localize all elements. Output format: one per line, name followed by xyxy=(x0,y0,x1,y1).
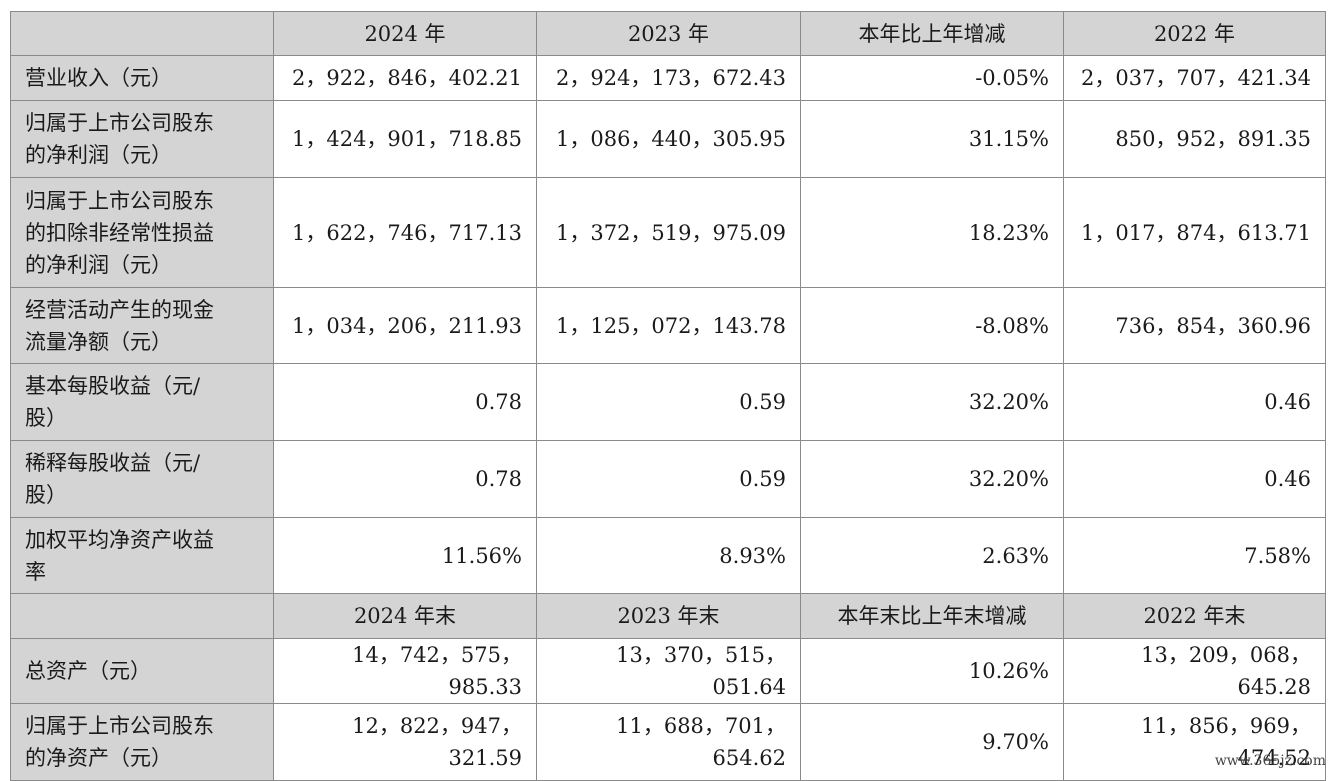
value-cell: -0.05% xyxy=(800,55,1064,101)
row-label: 经营活动产生的现金 流量净额（元） xyxy=(10,287,274,364)
value-cell: 32.20% xyxy=(800,363,1064,441)
value-cell: -8.08% xyxy=(800,287,1064,364)
header-row-annual: 2024 年 2023 年 本年比上年增减 2022 年 xyxy=(10,11,1326,56)
table-row: 归属于上市公司股东 的净资产（元） 12，822，947，321.59 11，6… xyxy=(10,703,1326,781)
value-cell: 14，742，575，985.33 xyxy=(273,638,537,704)
value-cell: 0.59 xyxy=(536,440,801,518)
row-label: 基本每股收益（元/ 股） xyxy=(10,363,274,441)
value-cell: 1，125，072，143.78 xyxy=(536,287,801,364)
value-cell: 1，086，440，305.95 xyxy=(536,100,801,178)
value-cell: 7.58% xyxy=(1063,517,1326,594)
value-cell: 1，034，206，211.93 xyxy=(273,287,537,364)
value-cell: 8.93% xyxy=(536,517,801,594)
value-cell: 850，952，891.35 xyxy=(1063,100,1326,178)
value-cell: 1，372，519，975.09 xyxy=(536,177,801,288)
value-cell: 0.78 xyxy=(273,363,537,441)
table-row: 稀释每股收益（元/ 股） 0.78 0.59 32.20% 0.46 xyxy=(10,440,1326,518)
row-label: 总资产（元） xyxy=(10,638,274,704)
value-cell: 2，922，846，402.21 xyxy=(273,55,537,101)
value-cell: 2，924，173，672.43 xyxy=(536,55,801,101)
value-cell: 1，424，901，718.85 xyxy=(273,100,537,178)
table-row: 归属于上市公司股东 的净利润（元） 1，424，901，718.85 1，086… xyxy=(10,100,1326,178)
value-cell: 1，017，874，613.71 xyxy=(1063,177,1326,288)
header-cell-2022-end: 2022 年末 xyxy=(1063,593,1326,639)
header-cell-2023: 2023 年 xyxy=(536,11,801,56)
table-row: 经营活动产生的现金 流量净额（元） 1，034，206，211.93 1，125… xyxy=(10,287,1326,364)
row-label: 加权平均净资产收益 率 xyxy=(10,517,274,594)
value-cell: 18.23% xyxy=(800,177,1064,288)
value-cell: 11，688，701，654.62 xyxy=(536,703,801,781)
header-cell-change: 本年比上年增减 xyxy=(800,11,1064,56)
row-label: 归属于上市公司股东 的净利润（元） xyxy=(10,100,274,178)
value-cell: 12，822，947，321.59 xyxy=(273,703,537,781)
table-row: 基本每股收益（元/ 股） 0.78 0.59 32.20% 0.46 xyxy=(10,363,1326,441)
table-row: 总资产（元） 14，742，575，985.33 13，370，515，051.… xyxy=(10,638,1326,704)
header-cell-2024-end: 2024 年末 xyxy=(273,593,537,639)
financial-summary-table: 2024 年 2023 年 本年比上年增减 2022 年 营业收入（元） 2，9… xyxy=(10,11,1326,781)
header-cell-change-end: 本年末比上年末增减 xyxy=(800,593,1064,639)
value-cell: 0.59 xyxy=(536,363,801,441)
table-row: 归属于上市公司股东 的扣除非经常性损益 的净利润（元） 1，622，746，71… xyxy=(10,177,1326,288)
value-cell: 0.46 xyxy=(1063,363,1326,441)
header-cell-empty xyxy=(10,593,274,639)
watermark-text: www.365jz.com xyxy=(1214,753,1326,769)
value-cell: 13，209，068，645.28 xyxy=(1063,638,1326,704)
value-cell: 31.15% xyxy=(800,100,1064,178)
value-cell: 0.46 xyxy=(1063,440,1326,518)
header-cell-empty xyxy=(10,11,274,56)
value-cell: 9.70% xyxy=(800,703,1064,781)
value-cell: 13，370，515，051.64 xyxy=(536,638,801,704)
value-cell: 2，037，707，421.34 xyxy=(1063,55,1326,101)
row-label: 归属于上市公司股东 的扣除非经常性损益 的净利润（元） xyxy=(10,177,274,288)
header-cell-2023-end: 2023 年末 xyxy=(536,593,801,639)
header-cell-2022: 2022 年 xyxy=(1063,11,1326,56)
header-cell-2024: 2024 年 xyxy=(273,11,537,56)
header-row-year-end: 2024 年末 2023 年末 本年末比上年末增减 2022 年末 xyxy=(10,593,1326,639)
table-row: 营业收入（元） 2，922，846，402.21 2，924，173，672.4… xyxy=(10,55,1326,101)
row-label: 稀释每股收益（元/ 股） xyxy=(10,440,274,518)
value-cell: 736，854，360.96 xyxy=(1063,287,1326,364)
value-cell: 11.56% xyxy=(273,517,537,594)
value-cell: 2.63% xyxy=(800,517,1064,594)
value-cell: 10.26% xyxy=(800,638,1064,704)
value-cell: 32.20% xyxy=(800,440,1064,518)
value-cell: 11，856，969，474.52 xyxy=(1063,703,1326,781)
value-cell: 1，622，746，717.13 xyxy=(273,177,537,288)
row-label: 营业收入（元） xyxy=(10,55,274,101)
row-label: 归属于上市公司股东 的净资产（元） xyxy=(10,703,274,781)
value-cell: 0.78 xyxy=(273,440,537,518)
table-row: 加权平均净资产收益 率 11.56% 8.93% 2.63% 7.58% xyxy=(10,517,1326,594)
